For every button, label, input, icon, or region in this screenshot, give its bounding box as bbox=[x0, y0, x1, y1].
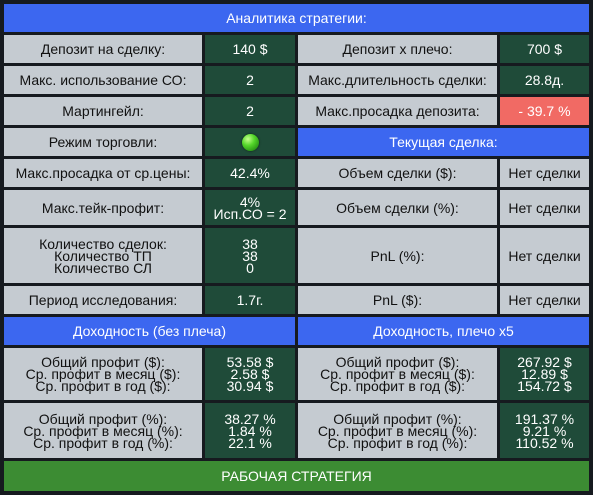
tp-count-label: Количество ТП bbox=[54, 247, 152, 264]
monthly-profit-usd-label: Ср. профит в месяц ($): bbox=[25, 366, 181, 382]
total-profit-pct-value: 191.37 % bbox=[514, 410, 575, 427]
max-take-profit-label: Макс.тейк-профит: bbox=[4, 190, 202, 225]
total-profit-usd-label: Общий профит ($): bbox=[335, 354, 460, 370]
max-drawdown-deposit-label: Макс.просадка депозита: bbox=[298, 97, 497, 125]
total-profit-usd-value: 267.92 $ bbox=[517, 354, 572, 370]
panel-title: Аналитика стратегии: bbox=[4, 4, 589, 32]
martingale-value: 2 bbox=[205, 97, 295, 125]
monthly-profit-pct-label: Ср. профит в месяц (%): bbox=[23, 422, 183, 439]
yield-no-leverage-pct-labels: Общий профит (%): Ср. профит в месяц (%)… bbox=[4, 403, 202, 458]
deal-volume-pct-value: Нет сделки bbox=[500, 190, 589, 225]
monthly-profit-usd-label: Ср. профит в месяц ($): bbox=[320, 366, 475, 382]
total-profit-usd-label: Общий профит ($): bbox=[41, 354, 165, 370]
deal-volume-usd-value: Нет сделки bbox=[500, 159, 589, 187]
trade-count-labels: Количество сделок: Количество ТП Количес… bbox=[4, 228, 202, 283]
yield-no-leverage-header: Доходность (без плеча) bbox=[4, 317, 295, 345]
max-take-profit-co: Исп.СО = 2 bbox=[213, 205, 287, 222]
deposit-leverage-value: 700 $ bbox=[500, 35, 589, 63]
pnl-pct-label: PnL (%): bbox=[298, 228, 497, 283]
yield-leverage-usd-values: 267.92 $ 12.89 $ 154.72 $ bbox=[500, 348, 589, 400]
total-profit-pct-label: Общий профит (%): bbox=[333, 410, 462, 427]
yearly-profit-pct-label: Ср. профит в год (%): bbox=[33, 434, 173, 451]
yearly-profit-usd-value: 30.94 $ bbox=[226, 378, 274, 394]
max-drawdown-deposit-value: - 39.7 % bbox=[500, 97, 589, 125]
yearly-profit-pct-label: Ср. профит в год (%): bbox=[327, 434, 468, 451]
deposit-leverage-label: Депозит x плечо: bbox=[298, 35, 497, 63]
max-drawdown-price-value: 42.4% bbox=[205, 159, 295, 187]
sl-count-value: 0 bbox=[246, 259, 254, 276]
max-take-profit-percent: 4% bbox=[239, 193, 261, 210]
deal-volume-pct-label: Объем сделки (%): bbox=[298, 190, 497, 225]
trading-mode-label: Режим торговли: bbox=[4, 128, 202, 156]
trades-count-label: Количество сделок: bbox=[39, 235, 167, 252]
yearly-profit-pct-value: 110.52 % bbox=[515, 434, 574, 451]
current-deal-header: Текущая сделка: bbox=[298, 128, 589, 156]
pnl-usd-label: PnL ($): bbox=[298, 286, 497, 314]
deal-volume-usd-label: Объем сделки ($): bbox=[298, 159, 497, 187]
research-period-value: 1.7г. bbox=[205, 286, 295, 314]
yield-no-leverage-usd-values: 53.58 $ 2.58 $ 30.94 $ bbox=[205, 348, 295, 400]
monthly-profit-usd-value: 12.89 $ bbox=[521, 366, 568, 382]
max-drawdown-price-label: Макс.просадка от ср.цены: bbox=[4, 159, 202, 187]
yield-leverage-pct-labels: Общий профит (%): Ср. профит в месяц (%)… bbox=[298, 403, 497, 458]
yearly-profit-usd-value: 154.72 $ bbox=[517, 378, 572, 394]
trading-mode-indicator bbox=[205, 128, 295, 156]
yield-no-leverage-usd-labels: Общий профит ($): Ср. профит в месяц ($)… bbox=[4, 348, 202, 400]
max-co-label: Макс. использование СО: bbox=[4, 66, 202, 94]
yearly-profit-usd-label: Ср. профит в год ($): bbox=[35, 378, 171, 394]
yield-leverage-pct-values: 191.37 % 9.21 % 110.52 % bbox=[500, 403, 589, 458]
yield-leverage-header: Доходность, плечо x5 bbox=[298, 317, 589, 345]
total-profit-usd-value: 53.58 $ bbox=[226, 354, 274, 370]
max-duration-value: 28.8д. bbox=[500, 66, 589, 94]
pnl-pct-value: Нет сделки bbox=[500, 228, 589, 283]
max-co-value: 2 bbox=[205, 66, 295, 94]
monthly-profit-pct-value: 9.21 % bbox=[522, 422, 567, 439]
research-period-label: Период исследования: bbox=[4, 286, 202, 314]
yield-leverage-usd-labels: Общий профит ($): Ср. профит в месяц ($)… bbox=[298, 348, 497, 400]
total-profit-pct-label: Общий профит (%): bbox=[38, 410, 168, 427]
monthly-profit-usd-value: 2.58 $ bbox=[230, 366, 270, 382]
trade-count-values: 38 38 0 bbox=[205, 228, 295, 283]
yield-no-leverage-pct-values: 38.27 % 1.84 % 22.1 % bbox=[205, 403, 295, 458]
strategy-status-bar: РАБОЧАЯ СТРАТЕГИЯ bbox=[4, 461, 589, 491]
sl-count-label: Количество СЛ bbox=[54, 259, 152, 276]
max-duration-label: Макс.длительность сделки: bbox=[298, 66, 497, 94]
martingale-label: Мартингейл: bbox=[4, 97, 202, 125]
pnl-usd-value: Нет сделки bbox=[500, 286, 589, 314]
monthly-profit-pct-value: 1.84 % bbox=[228, 422, 272, 439]
deposit-value: 140 $ bbox=[205, 35, 295, 63]
green-circle-icon bbox=[241, 133, 259, 151]
max-take-profit-value: 4% Исп.СО = 2 bbox=[205, 190, 295, 225]
yearly-profit-usd-label: Ср. профит в год ($): bbox=[329, 378, 466, 394]
trades-count-value: 38 bbox=[242, 235, 258, 252]
tp-count-value: 38 bbox=[242, 247, 258, 264]
total-profit-pct-value: 38.27 % bbox=[224, 410, 276, 427]
yearly-profit-pct-value: 22.1 % bbox=[228, 434, 272, 451]
deposit-label: Депозит на сделку: bbox=[4, 35, 202, 63]
monthly-profit-pct-label: Ср. профит в месяц (%): bbox=[317, 422, 478, 439]
